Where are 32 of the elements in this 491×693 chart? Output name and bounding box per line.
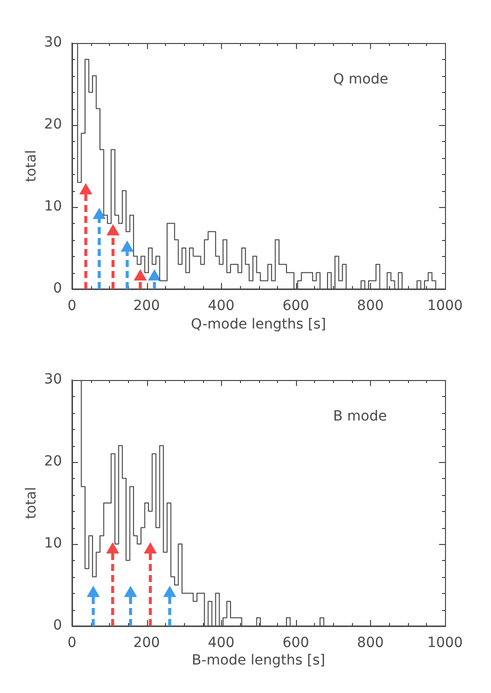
x-tick-label: 200 bbox=[133, 635, 160, 652]
x-tick-label: 400 bbox=[208, 635, 235, 652]
point bbox=[120, 240, 134, 252]
y-tick-label: 10 bbox=[44, 536, 62, 552]
point bbox=[148, 269, 161, 280]
x-tick-label: 1000 bbox=[427, 635, 463, 652]
y-tick-label: 30 bbox=[44, 34, 62, 51]
x-axis-title: B-mode lengths [s] bbox=[192, 652, 326, 669]
y-tick-label: 20 bbox=[44, 454, 62, 470]
y-tick-label: 20 bbox=[44, 116, 62, 133]
annotation: Q mode bbox=[333, 72, 388, 88]
x-tick-label: 800 bbox=[357, 635, 384, 652]
y-axis-title: total bbox=[24, 486, 40, 520]
x-tick-label: 0 bbox=[68, 298, 76, 314]
x-tick-label: 600 bbox=[282, 635, 310, 652]
x-tick-label: 200 bbox=[133, 298, 160, 314]
y-axis-title: total bbox=[24, 150, 40, 182]
point bbox=[106, 224, 120, 236]
x-axis-title: Q-mode lengths [s] bbox=[190, 316, 326, 333]
y-tick-label: 30 bbox=[44, 372, 62, 388]
y-tick-label: 0 bbox=[53, 618, 62, 634]
point bbox=[92, 208, 106, 219]
x-tick-label: 1000 bbox=[427, 298, 463, 314]
point bbox=[79, 183, 92, 194]
x-tick-label: 800 bbox=[357, 298, 384, 314]
y-tick-label: 0 bbox=[53, 280, 62, 297]
x-tick-label: 400 bbox=[208, 298, 235, 314]
x-tick-label: 0 bbox=[68, 635, 76, 652]
annotation: B mode bbox=[333, 408, 387, 425]
x-tick-label: 600 bbox=[282, 298, 310, 314]
point bbox=[134, 269, 147, 280]
y-tick-label: 10 bbox=[44, 198, 62, 215]
